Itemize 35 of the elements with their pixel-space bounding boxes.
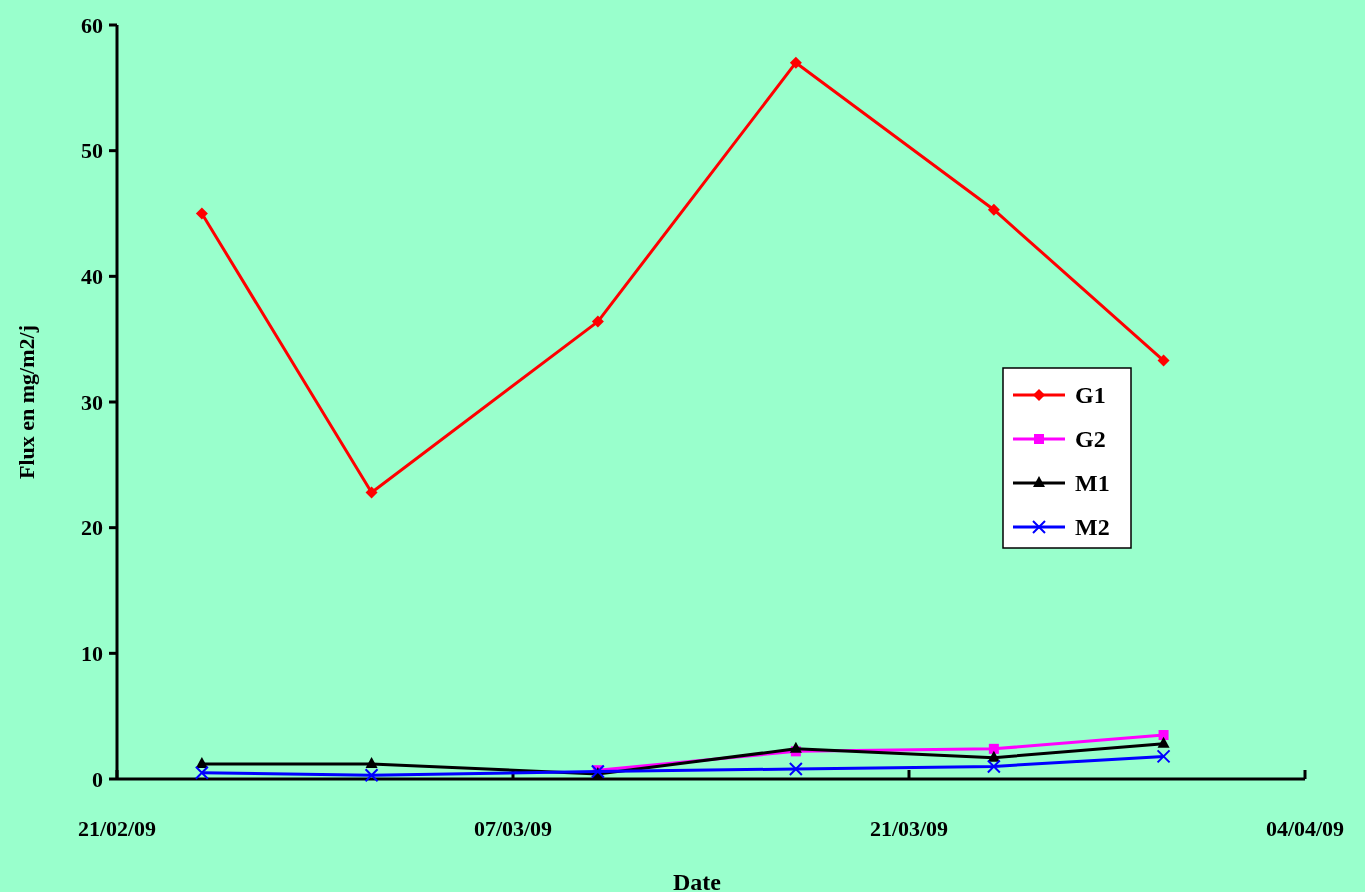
point <box>788 761 803 776</box>
y-tick-label: 0 <box>92 766 103 792</box>
point <box>365 486 378 499</box>
x-tick-label: 21/03/09 <box>869 816 949 841</box>
point <box>365 756 378 768</box>
y-tick-label: 60 <box>81 12 103 38</box>
x-tick-label: 21/02/09 <box>77 816 157 841</box>
point <box>194 765 209 780</box>
y-tick-label: 10 <box>81 641 103 667</box>
point <box>1158 730 1169 741</box>
point <box>789 741 802 753</box>
point <box>987 750 1000 762</box>
x-axis-title: Date <box>673 869 722 892</box>
point <box>1157 354 1170 367</box>
point <box>1156 749 1171 764</box>
point <box>195 756 208 768</box>
point <box>195 207 208 220</box>
x-tick-label: 07/03/09 <box>473 816 553 841</box>
legend-label: G1 <box>1075 382 1106 409</box>
y-tick-label: 30 <box>81 389 103 415</box>
y-tick-label: 20 <box>81 515 103 541</box>
point <box>987 203 1000 216</box>
y-tick-label: 40 <box>81 264 103 290</box>
legend-label: G2 <box>1075 426 1106 453</box>
point <box>1157 736 1170 748</box>
x-tick-label: 04/04/09 <box>1265 816 1345 841</box>
point <box>988 743 999 754</box>
y-axis-title: Flux en mg/m2/j <box>14 325 39 479</box>
legend-label: M2 <box>1075 514 1110 541</box>
y-tick-label: 50 <box>81 138 103 164</box>
point <box>591 315 604 328</box>
point <box>986 759 1001 774</box>
point <box>364 768 379 783</box>
point <box>789 56 802 69</box>
legend-label: M1 <box>1075 470 1110 497</box>
